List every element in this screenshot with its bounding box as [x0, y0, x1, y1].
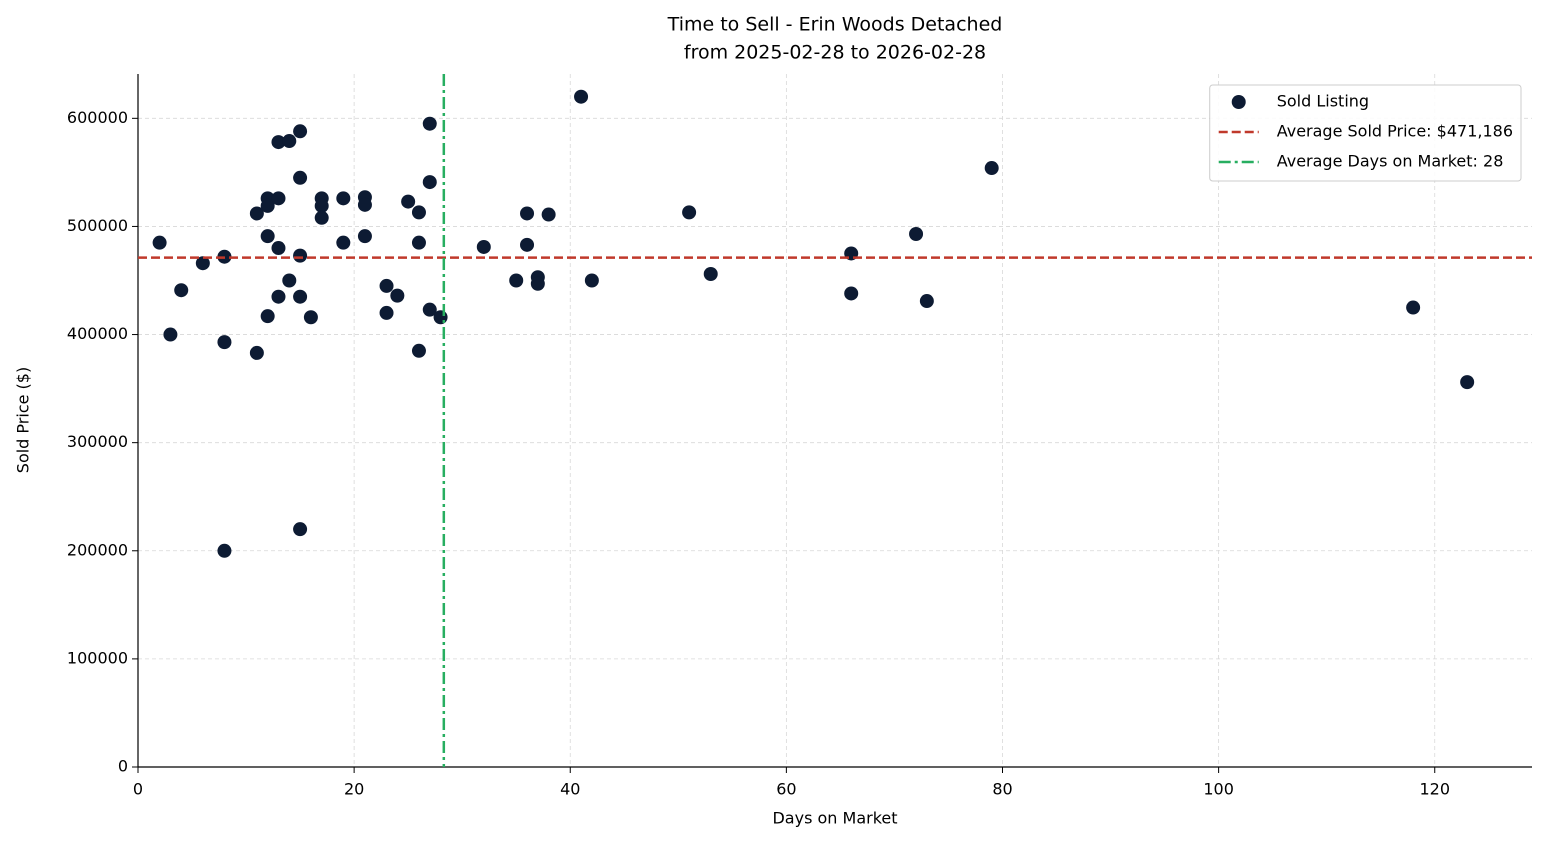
scatter-point [584, 273, 599, 288]
scatter-point [844, 286, 859, 301]
scatter-point [541, 207, 556, 222]
scatter-point [411, 343, 426, 358]
scatter-point [1406, 300, 1421, 315]
scatter-point [174, 283, 189, 298]
scatter-point [433, 310, 448, 325]
scatter-point [476, 239, 491, 254]
x-tick-label: 40 [560, 780, 580, 799]
scatter-point [357, 197, 372, 212]
scatter-point [271, 135, 286, 150]
scatter-point [303, 310, 318, 325]
legend-box [1209, 84, 1522, 182]
scatter-point [357, 229, 372, 244]
scatter-point [314, 210, 329, 225]
y-tick-label: 200000 [67, 540, 128, 559]
y-tick-label: 300000 [67, 432, 128, 451]
x-tick-label: 20 [344, 780, 364, 799]
scatter-point [984, 161, 999, 176]
x-tick-label: 60 [776, 780, 796, 799]
scatter-point [152, 235, 167, 250]
scatter-point [293, 289, 308, 304]
chart-subtitle: from 2025-02-28 to 2026-02-28 [684, 42, 986, 64]
scatter-point [682, 205, 697, 220]
scatter-point [379, 278, 394, 293]
scatter-point [530, 276, 545, 291]
y-tick-label: 400000 [67, 324, 128, 343]
scatter-point [282, 273, 297, 288]
scatter-point [401, 194, 416, 209]
scatter-point [390, 288, 405, 303]
scatter-point [919, 294, 934, 309]
scatter-point [520, 237, 535, 252]
scatter-point [293, 522, 308, 537]
scatter-point [574, 89, 589, 104]
scatter-point [195, 256, 210, 271]
x-tick-label: 120 [1419, 780, 1450, 799]
y-tick-label: 0 [118, 757, 128, 776]
scatter-point [520, 206, 535, 221]
scatter-point [379, 305, 394, 320]
legend-label: Sold Listing [1277, 92, 1369, 111]
scatter-point [271, 289, 286, 304]
x-tick-label: 100 [1203, 780, 1234, 799]
scatter-point [422, 116, 437, 131]
scatter-point [249, 345, 264, 360]
scatter-point [293, 124, 308, 139]
legend-label: Average Days on Market: 28 [1277, 152, 1504, 171]
scatter-point [217, 543, 232, 558]
scatter-point [909, 227, 924, 242]
y-tick-label: 500000 [67, 216, 128, 235]
scatter-point [217, 335, 232, 350]
scatter-point [260, 198, 275, 213]
scatter-point [703, 267, 718, 282]
scatter-point [336, 235, 351, 250]
scatter-point [422, 175, 437, 190]
scatter-point [314, 198, 329, 213]
legend-marker [1231, 95, 1246, 109]
y-tick-label: 600000 [67, 108, 128, 127]
scatter-point [411, 235, 426, 250]
scatter-point [271, 241, 286, 256]
scatter-point [271, 191, 286, 206]
scatter-point [260, 309, 275, 324]
scatter-point [411, 205, 426, 220]
scatter-point [249, 206, 264, 221]
scatter-point [422, 302, 437, 317]
legend: Sold Listing Average Sold Price: $471,186… [1209, 84, 1522, 182]
scatter-point [509, 273, 524, 288]
scatter-point [293, 248, 308, 263]
chart-title: Time to Sell - Erin Woods Detached [667, 14, 1003, 36]
legend-label: Average Sold Price: $471,186 [1277, 122, 1513, 141]
y-axis-label: Sold Price ($) [14, 367, 33, 473]
x-tick-label: 80 [992, 780, 1012, 799]
scatter-point [293, 170, 308, 185]
scatter-point [1460, 375, 1475, 390]
scatter-point [163, 327, 178, 342]
scatter-point [260, 229, 275, 244]
x-axis-label: Days on Market [772, 809, 897, 828]
x-tick-label: 0 [133, 780, 143, 799]
y-tick-label: 100000 [67, 648, 128, 667]
scatter-point [336, 191, 351, 206]
scatter-point [282, 134, 297, 149]
